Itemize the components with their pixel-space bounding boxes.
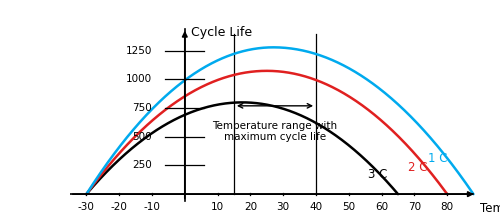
Text: 40: 40 <box>310 202 322 211</box>
Text: 1250: 1250 <box>126 46 152 56</box>
Text: 20: 20 <box>244 202 257 211</box>
Text: 30: 30 <box>276 202 290 211</box>
Text: 3 C: 3 C <box>368 168 388 181</box>
Text: Temp /°C: Temp /°C <box>480 202 500 215</box>
Text: 60: 60 <box>375 202 388 211</box>
Text: 1 C: 1 C <box>428 152 447 165</box>
Text: -30: -30 <box>78 202 95 211</box>
Text: 500: 500 <box>132 132 152 142</box>
Text: Temperature range with
maximum cycle life: Temperature range with maximum cycle lif… <box>212 121 338 142</box>
Text: 50: 50 <box>342 202 355 211</box>
Text: 80: 80 <box>440 202 454 211</box>
Text: 2 C: 2 C <box>408 161 428 174</box>
Text: -20: -20 <box>111 202 128 211</box>
Text: 1000: 1000 <box>126 74 152 84</box>
Text: 70: 70 <box>408 202 421 211</box>
Text: 250: 250 <box>132 160 152 170</box>
Text: Cycle Life: Cycle Life <box>192 26 252 38</box>
Text: 750: 750 <box>132 103 152 113</box>
Text: -10: -10 <box>144 202 160 211</box>
Text: 10: 10 <box>211 202 224 211</box>
